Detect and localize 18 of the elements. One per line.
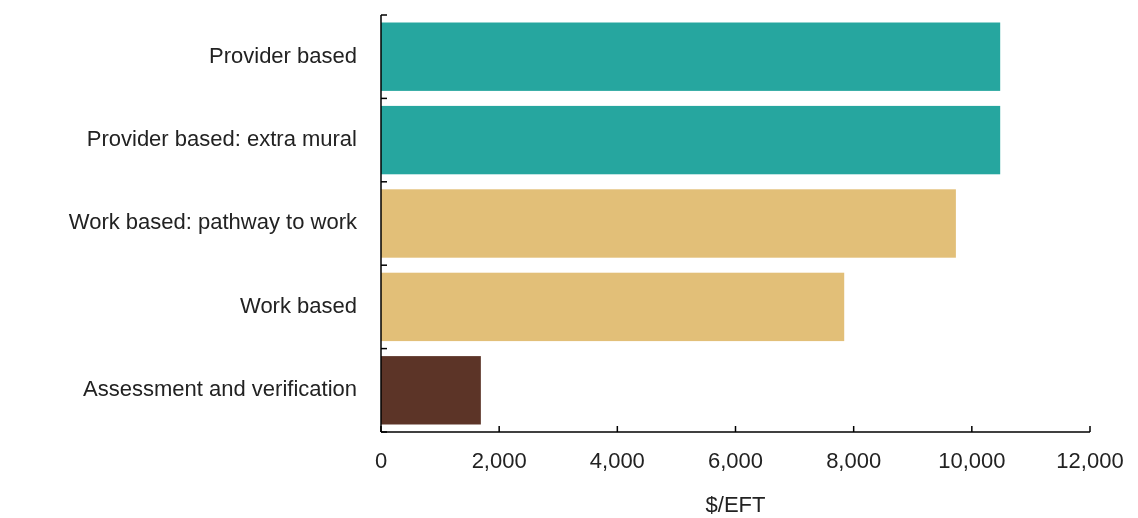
x-tick-label: 0 [374,448,388,473]
x-tick-label: 10,000 [938,448,1006,473]
x-axis-title: $/EFT [705,492,766,517]
x-tick-label: 2,000 [471,448,527,473]
bar [381,356,481,425]
x-tick-label: 4,000 [589,448,645,473]
x-tick-label: 8,000 [826,448,882,473]
y-tick-label: Work based [240,292,357,318]
y-tick-label: Work based: pathway to work [68,209,358,235]
x-tick-label: 6,000 [707,448,764,473]
y-tick-label: Provider based [209,42,357,68]
bar [381,105,1001,175]
bar [381,22,1001,91]
x-tick-label: 12,000 [1056,448,1124,473]
y-tick-label: Assessment and verification [83,376,357,402]
bar [381,272,845,342]
bar [381,189,956,258]
y-tick-label: Provider based: extra mural [86,125,357,151]
